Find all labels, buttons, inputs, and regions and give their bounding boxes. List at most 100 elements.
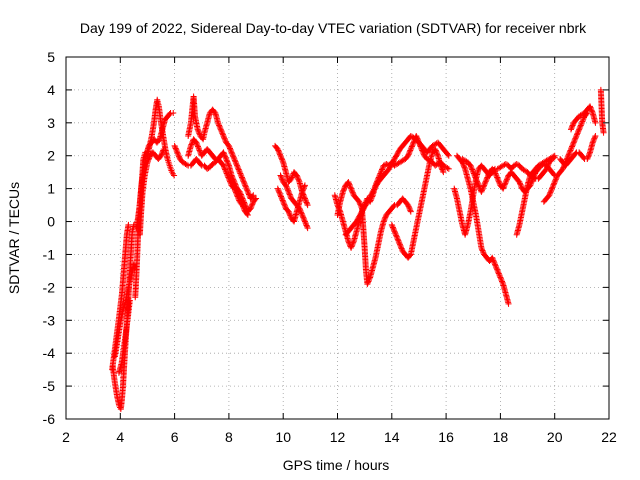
x-tick-label: 8 bbox=[225, 429, 233, 445]
data-point bbox=[231, 185, 238, 192]
x-tick-label: 6 bbox=[171, 429, 179, 445]
series-marker bbox=[494, 266, 501, 273]
series-marker bbox=[552, 176, 559, 183]
series-marker bbox=[473, 177, 480, 184]
data-point bbox=[345, 179, 352, 186]
series-marker bbox=[216, 123, 223, 130]
series-marker bbox=[569, 142, 576, 149]
x-tick-label: 18 bbox=[493, 429, 509, 445]
series-marker bbox=[234, 193, 241, 200]
series-marker bbox=[248, 202, 255, 209]
series-marker bbox=[279, 196, 286, 203]
series-marker bbox=[303, 222, 310, 229]
series-marker bbox=[550, 183, 557, 190]
data-point bbox=[548, 185, 555, 192]
series-marker bbox=[408, 143, 415, 150]
series-marker bbox=[229, 152, 236, 159]
series-marker bbox=[493, 173, 500, 180]
data-point bbox=[215, 119, 222, 126]
series-marker bbox=[172, 144, 179, 151]
data-point bbox=[160, 146, 167, 153]
series-marker bbox=[438, 165, 445, 172]
series-marker bbox=[276, 190, 283, 197]
series-marker bbox=[501, 183, 508, 190]
series-marker bbox=[276, 150, 283, 157]
data-point bbox=[296, 205, 303, 212]
series-marker bbox=[552, 177, 559, 184]
series-marker bbox=[366, 275, 373, 282]
series-marker bbox=[348, 186, 355, 193]
series-marker bbox=[406, 206, 413, 213]
data-point bbox=[288, 175, 295, 182]
series-marker bbox=[483, 177, 490, 184]
series-marker bbox=[229, 150, 236, 157]
series-marker bbox=[577, 122, 584, 129]
data-point bbox=[491, 169, 498, 176]
series-marker bbox=[237, 170, 244, 177]
series-marker bbox=[390, 225, 397, 232]
series-marker bbox=[590, 136, 597, 143]
series-marker bbox=[504, 175, 511, 182]
series-marker bbox=[485, 171, 492, 178]
series-marker bbox=[283, 183, 290, 190]
series-marker bbox=[175, 152, 182, 159]
data-point bbox=[388, 221, 395, 228]
series-marker bbox=[389, 223, 396, 230]
series-marker bbox=[469, 167, 476, 174]
data-point bbox=[491, 261, 498, 268]
series-marker bbox=[297, 206, 304, 213]
y-tick-label: -6 bbox=[43, 411, 56, 427]
series-marker bbox=[471, 173, 478, 180]
series-marker bbox=[294, 175, 301, 182]
series-marker bbox=[407, 207, 414, 214]
series-marker bbox=[590, 138, 597, 145]
y-tick-label: 1 bbox=[47, 181, 55, 197]
y-tick-label: 4 bbox=[47, 82, 55, 98]
series-marker bbox=[341, 186, 348, 193]
series-marker bbox=[229, 175, 236, 182]
x-tick-label: 12 bbox=[330, 429, 346, 445]
series-marker bbox=[281, 201, 288, 208]
series-marker bbox=[393, 233, 400, 240]
series-marker bbox=[346, 181, 353, 188]
data-point bbox=[440, 169, 447, 176]
data-point bbox=[234, 162, 241, 169]
series-marker bbox=[566, 148, 573, 155]
series-marker bbox=[398, 244, 405, 251]
series-marker bbox=[219, 131, 226, 138]
data-point bbox=[578, 119, 585, 126]
series-marker bbox=[197, 161, 204, 168]
series-marker bbox=[588, 107, 595, 114]
series-marker bbox=[494, 174, 501, 181]
series-marker bbox=[433, 148, 440, 155]
series-marker bbox=[498, 277, 505, 284]
series-marker bbox=[240, 177, 247, 184]
series-marker bbox=[548, 186, 555, 193]
series-marker bbox=[576, 125, 583, 132]
y-tick-label: -2 bbox=[43, 279, 56, 295]
data-point bbox=[231, 179, 238, 186]
series-marker bbox=[286, 211, 293, 218]
series-marker bbox=[235, 166, 242, 173]
series-marker bbox=[278, 154, 285, 161]
series-marker bbox=[341, 184, 348, 191]
series-marker bbox=[227, 179, 234, 186]
data-point bbox=[592, 132, 599, 139]
series-marker bbox=[591, 134, 598, 141]
series-marker bbox=[275, 148, 282, 155]
y-tick-label: -1 bbox=[43, 246, 56, 262]
series-marker bbox=[300, 214, 307, 221]
series-marker bbox=[231, 157, 238, 164]
series-marker bbox=[461, 164, 468, 171]
series-marker bbox=[479, 247, 486, 254]
data-point bbox=[364, 281, 371, 288]
data-point bbox=[158, 152, 165, 159]
series-marker bbox=[569, 123, 576, 130]
series-marker bbox=[222, 166, 229, 173]
series-marker bbox=[444, 165, 451, 172]
series-marker bbox=[381, 215, 388, 222]
data-point bbox=[220, 162, 227, 169]
series-marker bbox=[349, 189, 356, 196]
series-marker bbox=[166, 111, 173, 118]
